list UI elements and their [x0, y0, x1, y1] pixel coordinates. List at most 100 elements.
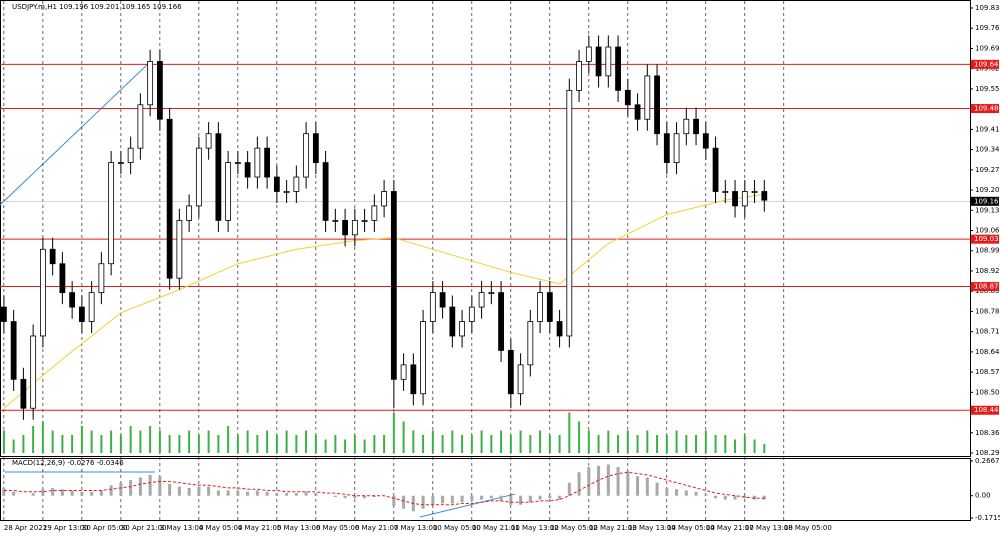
macd-bar — [645, 477, 649, 496]
macd-bar — [246, 491, 250, 496]
candle-body — [195, 147, 202, 207]
x-tick-label: 29 Apr 13:00 — [43, 524, 89, 532]
candle-body — [30, 335, 37, 409]
volume-bar — [61, 435, 64, 453]
candle-body — [137, 104, 144, 149]
x-tick-label: 6 May 21:00 — [355, 524, 399, 532]
candle-body — [264, 147, 271, 178]
y-tick-label: 109.065 — [975, 227, 1000, 235]
volume-bar — [597, 435, 600, 453]
macd-bar — [714, 495, 718, 499]
candle-body — [488, 292, 495, 295]
volume-bar — [519, 430, 522, 453]
candle-body — [59, 263, 66, 294]
volume-bar — [675, 430, 678, 453]
y-tick-label: 108.715 — [975, 328, 1000, 336]
macd-bar — [636, 476, 640, 496]
candle-body — [439, 292, 446, 308]
volume-bar — [217, 435, 220, 453]
candle-body — [673, 133, 680, 163]
candle-body — [303, 133, 310, 178]
volume-bar — [422, 435, 425, 453]
y-tick-label: 108.645 — [975, 348, 1000, 356]
candle-body — [605, 46, 612, 77]
candle-body — [507, 350, 514, 395]
candle-body — [644, 75, 651, 120]
x-tick-label: 12 May 05:00 — [550, 524, 598, 532]
macd-bar — [31, 493, 35, 496]
macd-bar — [353, 495, 357, 499]
macd-bar — [158, 476, 162, 496]
volume-bar — [227, 426, 230, 453]
candle-body — [712, 147, 719, 192]
volume-bar — [353, 435, 356, 453]
level-label-box — [971, 104, 999, 114]
macd-bar — [489, 495, 493, 499]
candle-body — [741, 191, 748, 207]
volume-bar — [110, 430, 113, 453]
volume-bar — [529, 435, 532, 453]
candle-body — [215, 133, 222, 221]
volume-bar — [285, 430, 288, 453]
candle-body — [166, 118, 173, 279]
x-tick-label: 10 May 05:00 — [433, 524, 481, 532]
macd-bar — [421, 495, 425, 509]
macd-bar — [616, 467, 620, 496]
candle-body — [98, 263, 105, 294]
macd-bar — [548, 495, 552, 499]
candle-body — [127, 147, 134, 163]
candle-body — [147, 61, 154, 106]
volume-bar — [197, 435, 200, 453]
volume-bar — [763, 444, 766, 453]
y-tick-label: 109.835 — [975, 4, 1000, 12]
volume-bar — [129, 426, 132, 453]
macd-bar — [294, 493, 298, 496]
y-tick-label: 108.855 — [975, 287, 1000, 295]
macd-bar — [441, 495, 445, 504]
volume-bar — [178, 435, 181, 453]
volume-bar — [743, 435, 746, 453]
macd-bar — [372, 495, 376, 497]
volume-bar — [480, 430, 483, 453]
volume-bar — [490, 435, 493, 453]
macd-bar — [519, 495, 523, 505]
macd-bar — [314, 493, 318, 496]
volume-bar — [470, 435, 473, 453]
macd-bar — [2, 487, 6, 496]
x-tick-label: 14 May 21:00 — [706, 524, 754, 532]
level-label-box — [971, 405, 999, 415]
macd-bar — [743, 495, 747, 499]
volume-bar — [2, 430, 5, 453]
level-label: 108.443 — [974, 406, 1000, 414]
candle-body — [205, 133, 212, 149]
y-tick-label: 109.695 — [975, 44, 1000, 52]
x-tick-label: 5 May 13:00 — [277, 524, 321, 532]
level-label: 108.871 — [974, 283, 1000, 291]
candle-body — [585, 46, 592, 62]
macd-signal — [3, 471, 765, 506]
volume-bar — [119, 435, 122, 453]
volume-bar — [587, 430, 590, 453]
y-tick-label: 109.275 — [975, 166, 1000, 174]
candle-body — [371, 205, 378, 221]
macd-bar — [402, 495, 406, 509]
candle-body — [537, 292, 543, 322]
macd-bar — [255, 490, 259, 496]
candle-body — [156, 61, 163, 120]
x-tick-label: 14 May 05:00 — [667, 524, 715, 532]
candle-body — [556, 321, 563, 337]
y-tick-label: 108.295 — [975, 449, 1000, 457]
macd-bar — [558, 495, 562, 500]
level-label-box — [971, 282, 999, 292]
volume-bar — [578, 421, 581, 453]
volume-bar — [275, 435, 278, 453]
candle-body — [410, 364, 417, 395]
y-tick-label: 109.415 — [975, 125, 1000, 133]
x-tick-label: 6 May 05:00 — [316, 524, 360, 532]
candle-body — [20, 378, 27, 409]
level-label: 109.487 — [974, 105, 1000, 113]
candle-body — [517, 364, 524, 395]
candle-body — [117, 162, 124, 164]
y-tick-label: 108.785 — [975, 307, 1000, 315]
y-tick-label: 109.205 — [975, 186, 1000, 194]
